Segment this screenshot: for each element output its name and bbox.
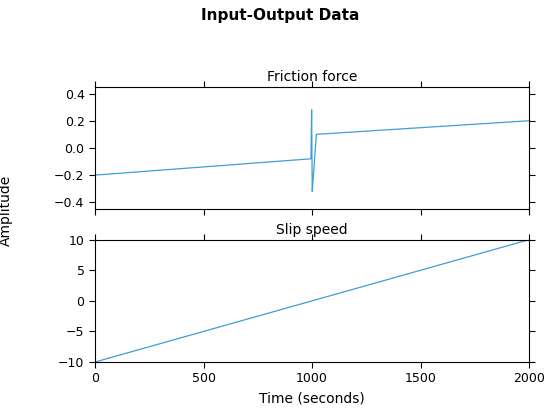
Title: Friction force: Friction force (267, 70, 357, 84)
Text: Amplitude: Amplitude (0, 174, 13, 246)
Text: Input-Output Data: Input-Output Data (201, 8, 359, 24)
X-axis label: Time (seconds): Time (seconds) (259, 391, 365, 405)
Title: Slip speed: Slip speed (276, 223, 348, 237)
